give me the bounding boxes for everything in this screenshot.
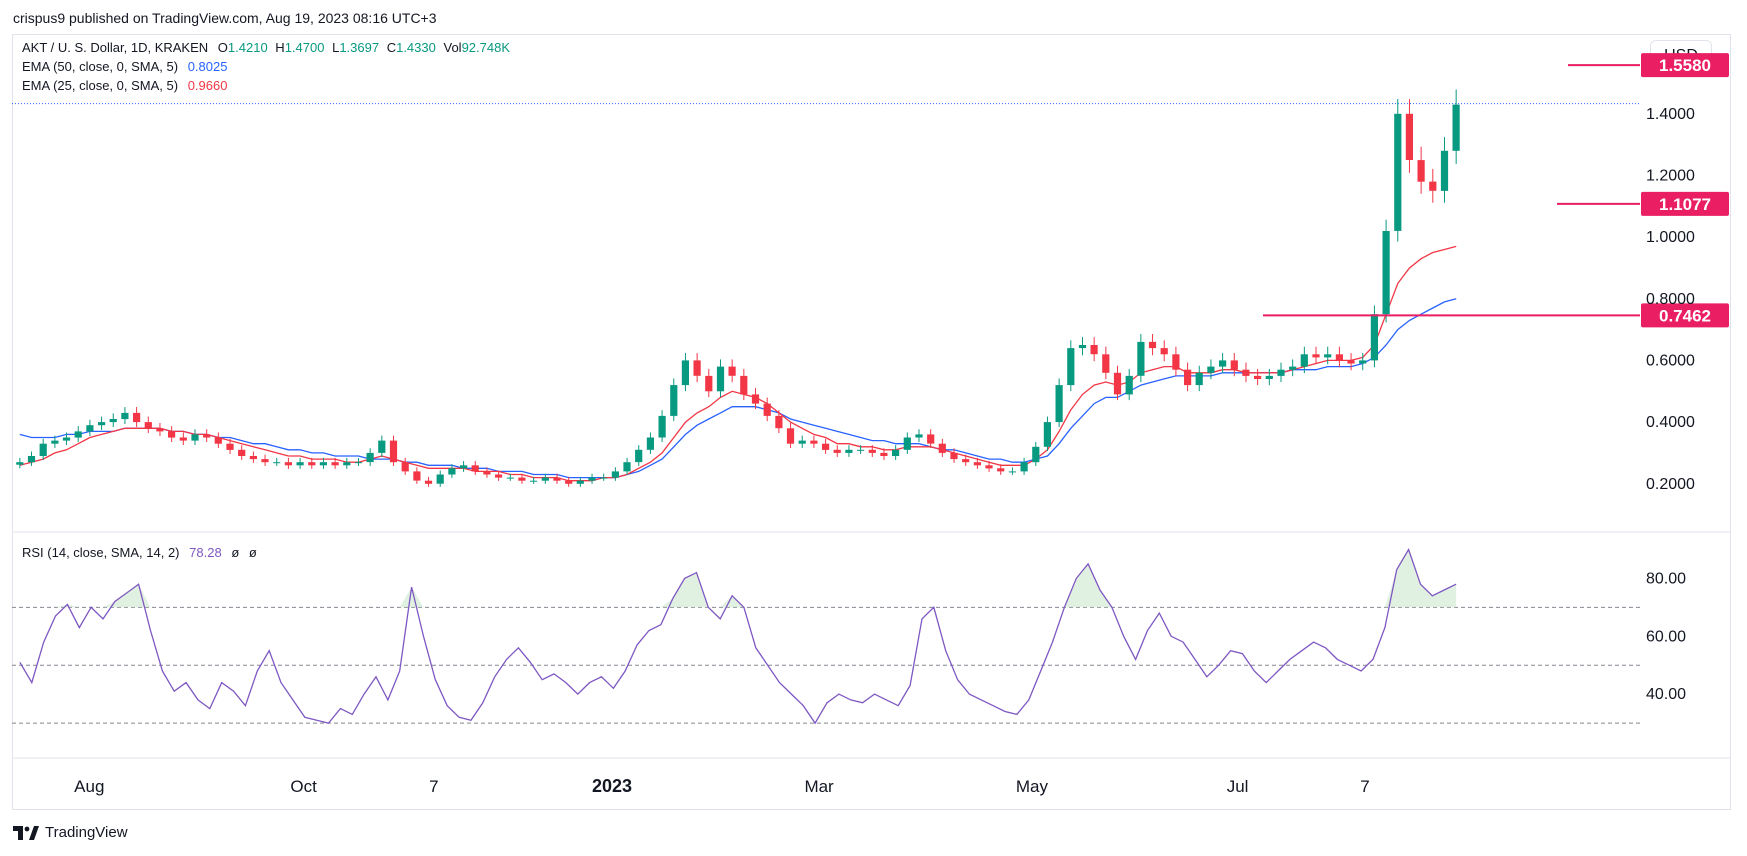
open-label: O xyxy=(217,40,228,55)
tradingview-branding[interactable]: TradingView xyxy=(13,824,128,841)
rsi-value: 78.28 xyxy=(189,545,222,560)
rsi-legend[interactable]: RSI (14, close, SMA, 14, 2) 78.28 ø ø xyxy=(22,545,257,560)
tradingview-label: TradingView xyxy=(45,824,128,841)
tradingview-logo-icon xyxy=(13,825,39,840)
low-value: 1.3697 xyxy=(339,40,380,55)
volume-value: 92.748K xyxy=(461,40,510,55)
close-value: 1.4330 xyxy=(396,40,436,55)
open-value: 1.4210 xyxy=(227,40,268,55)
close-label: C xyxy=(386,40,397,55)
chart-frame[interactable] xyxy=(12,34,1731,810)
currency-button[interactable]: USD xyxy=(1650,40,1712,72)
ema50-label: EMA (50, close, 0, SMA, 5) xyxy=(22,59,179,74)
rsi-extra-1: ø xyxy=(231,545,240,560)
high-value: 1.4700 xyxy=(284,40,325,55)
symbol-legend: AKT / U. S. Dollar, 1D, KRAKEN O1.4210 H… xyxy=(22,40,510,55)
rsi-label: RSI (14, close, SMA, 14, 2) xyxy=(22,545,180,560)
ema50-value: 0.8025 xyxy=(187,59,228,74)
symbol-title: AKT / U. S. Dollar, 1D, KRAKEN xyxy=(22,40,209,55)
low-label: L xyxy=(332,40,340,55)
ema25-legend[interactable]: EMA (25, close, 0, SMA, 5) 0.9660 xyxy=(22,78,227,93)
ema50-legend[interactable]: EMA (50, close, 0, SMA, 5) 0.8025 xyxy=(22,59,227,74)
volume-label: Vol xyxy=(443,40,462,55)
rsi-extra-2: ø xyxy=(248,545,257,560)
published-caption: crispus9 published on TradingView.com, A… xyxy=(13,10,437,26)
ema25-value: 0.9660 xyxy=(187,78,228,93)
high-label: H xyxy=(275,40,285,55)
ema25-label: EMA (25, close, 0, SMA, 5) xyxy=(22,78,179,93)
